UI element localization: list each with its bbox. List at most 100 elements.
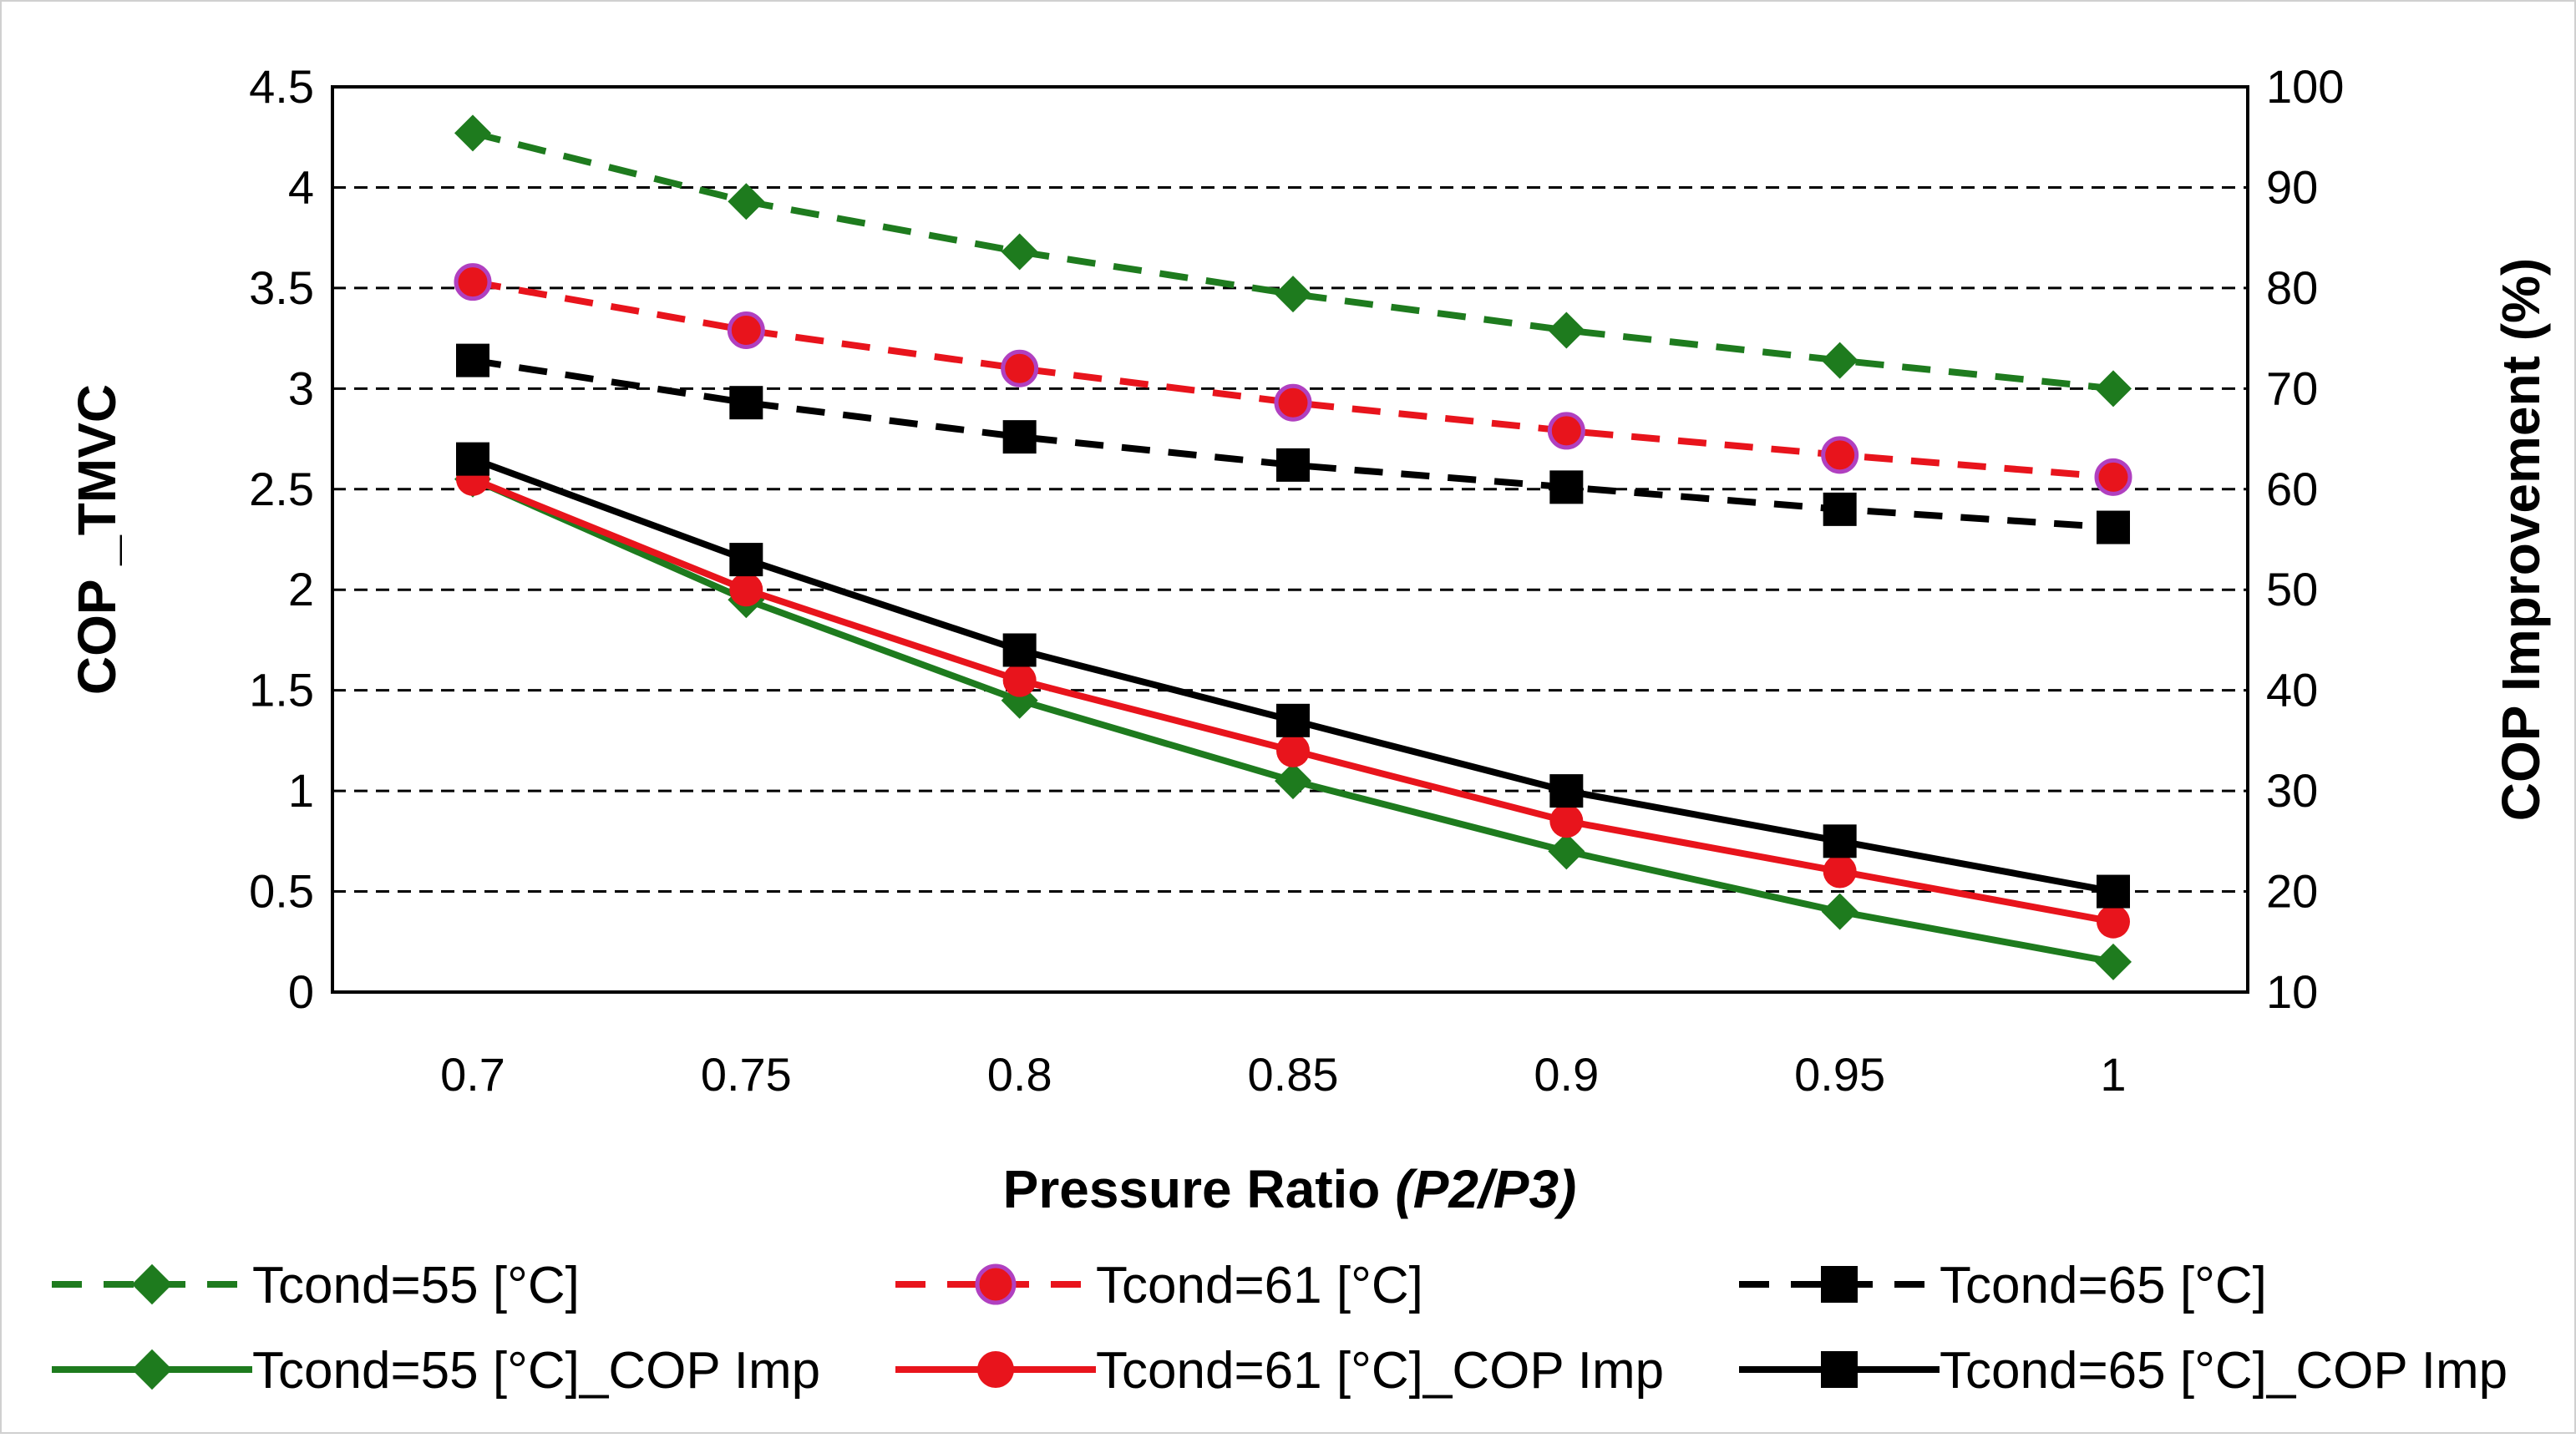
y-tick-label: 0 bbox=[288, 965, 314, 1018]
legend-marker bbox=[977, 1351, 1014, 1388]
y2-tick-label: 10 bbox=[2266, 965, 2318, 1018]
legend-label: Tcond=61 [°C]_COP Imp bbox=[1096, 1342, 1664, 1400]
data-point bbox=[729, 386, 763, 420]
y-tick-label: 4 bbox=[288, 160, 314, 213]
legend-label: Tcond=61 [°C] bbox=[1096, 1257, 1423, 1314]
plot-area bbox=[331, 85, 2249, 994]
data-point bbox=[1276, 448, 1310, 482]
data-point bbox=[1821, 342, 1858, 379]
legend: Tcond=55 [°C] Tcond=61 [°C] Tcond=65 [°C] T… bbox=[52, 1257, 2508, 1400]
x-axis-title-main: Pressure Ratio bbox=[1003, 1159, 1381, 1219]
x-tick-label: 0.7 bbox=[440, 1048, 505, 1101]
x-axis-title: Pressure Ratio (P2/P3) bbox=[1003, 1159, 1577, 1219]
data-point bbox=[2097, 510, 2130, 544]
data-point bbox=[729, 543, 763, 577]
x-axis-ticks: 0.7 0.75 0.8 0.85 0.9 0.95 1 bbox=[440, 1048, 2127, 1101]
x-tick-label: 0.8 bbox=[987, 1048, 1052, 1101]
y2-tick-label: 90 bbox=[2266, 160, 2318, 213]
y-tick-label: 3 bbox=[288, 362, 314, 414]
y-axis-title: COP _TMVC bbox=[67, 384, 127, 695]
x-tick-label: 0.9 bbox=[1534, 1048, 1599, 1101]
y2-tick-label: 70 bbox=[2266, 362, 2318, 414]
series-group bbox=[454, 114, 2132, 980]
data-point bbox=[1821, 893, 1858, 930]
legend-marker bbox=[975, 1263, 1017, 1305]
legend-label: Tcond=55 [°C] bbox=[252, 1257, 580, 1314]
data-point bbox=[454, 114, 491, 152]
y2-tick-label: 60 bbox=[2266, 463, 2318, 515]
data-point bbox=[1275, 276, 1311, 313]
legend-marker bbox=[131, 1263, 173, 1305]
y2-tick-label: 100 bbox=[2266, 60, 2344, 113]
series-1 bbox=[454, 114, 2132, 408]
data-point bbox=[2095, 943, 2132, 980]
legend-item: Tcond=61 [°C] bbox=[895, 1257, 1423, 1314]
y-tick-label: 3.5 bbox=[249, 261, 314, 314]
y-tick-label: 0.5 bbox=[249, 865, 314, 918]
data-point bbox=[454, 263, 492, 301]
data-point bbox=[456, 442, 489, 476]
series-2 bbox=[454, 263, 2132, 496]
series-6 bbox=[456, 442, 2130, 909]
y-tick-label: 4.5 bbox=[249, 60, 314, 113]
data-point bbox=[729, 573, 763, 607]
legend-marker bbox=[1821, 1351, 1858, 1388]
legend-item: Tcond=61 [°C]_COP Imp bbox=[895, 1342, 1664, 1400]
data-point bbox=[1547, 412, 1585, 450]
legend-marker bbox=[131, 1349, 173, 1390]
y2-axis-title: COP Improvement (%) bbox=[2491, 258, 2551, 822]
y-axis-ticks: 0 0.5 1 1.5 2 2.5 3 3.5 4 4.5 bbox=[249, 60, 314, 1018]
data-point bbox=[2097, 904, 2130, 939]
data-point bbox=[2095, 370, 2132, 408]
y-tick-label: 2.5 bbox=[249, 463, 314, 515]
data-point bbox=[1001, 349, 1039, 387]
series-5 bbox=[456, 462, 2130, 939]
data-point bbox=[1823, 492, 1857, 526]
legend-item: Tcond=65 [°C]_COP Imp bbox=[1739, 1342, 2508, 1400]
data-point bbox=[1549, 804, 1584, 838]
data-point bbox=[1276, 703, 1310, 737]
legend-item: Tcond=55 [°C] bbox=[52, 1257, 580, 1314]
y2-tick-label: 30 bbox=[2266, 764, 2318, 817]
data-point bbox=[727, 311, 765, 349]
data-point bbox=[2097, 874, 2130, 909]
data-point bbox=[728, 183, 765, 220]
data-point bbox=[1002, 633, 1037, 667]
y2-tick-label: 40 bbox=[2266, 664, 2318, 716]
x-tick-label: 0.75 bbox=[701, 1048, 792, 1101]
series-3 bbox=[456, 343, 2130, 544]
data-point bbox=[1549, 470, 1584, 504]
x-tick-label: 0.95 bbox=[1794, 1048, 1885, 1101]
y-tick-label: 1 bbox=[288, 764, 314, 817]
legend-label: Tcond=65 [°C] bbox=[1940, 1257, 2267, 1314]
y2-axis-ticks: 10 20 30 40 50 60 70 80 90 100 bbox=[2266, 60, 2344, 1018]
data-point bbox=[1002, 420, 1037, 454]
y2-tick-label: 50 bbox=[2266, 563, 2318, 615]
x-tick-label: 0.85 bbox=[1248, 1048, 1339, 1101]
data-point bbox=[1548, 311, 1585, 349]
data-point bbox=[1821, 436, 1859, 474]
y-tick-label: 1.5 bbox=[249, 664, 314, 716]
data-point bbox=[1823, 824, 1857, 858]
data-point bbox=[1823, 854, 1857, 889]
data-point bbox=[1275, 762, 1311, 800]
data-point bbox=[1549, 774, 1584, 808]
data-point bbox=[1002, 663, 1037, 697]
y2-tick-label: 80 bbox=[2266, 261, 2318, 314]
data-point bbox=[1274, 383, 1312, 422]
data-point bbox=[2094, 458, 2132, 496]
x-axis-title-italic: (P2/P3) bbox=[1395, 1159, 1576, 1219]
data-point bbox=[1276, 733, 1310, 767]
data-point bbox=[456, 343, 489, 377]
legend-marker bbox=[1821, 1266, 1858, 1303]
y-tick-label: 2 bbox=[288, 563, 314, 615]
x-tick-label: 1 bbox=[2100, 1048, 2126, 1101]
legend-item: Tcond=55 [°C]_COP Imp bbox=[52, 1342, 820, 1400]
y2-tick-label: 20 bbox=[2266, 865, 2318, 918]
data-point bbox=[1001, 233, 1038, 271]
legend-label: Tcond=55 [°C]_COP Imp bbox=[252, 1342, 820, 1400]
data-point bbox=[1548, 833, 1585, 870]
legend-item: Tcond=65 [°C] bbox=[1739, 1257, 2267, 1314]
